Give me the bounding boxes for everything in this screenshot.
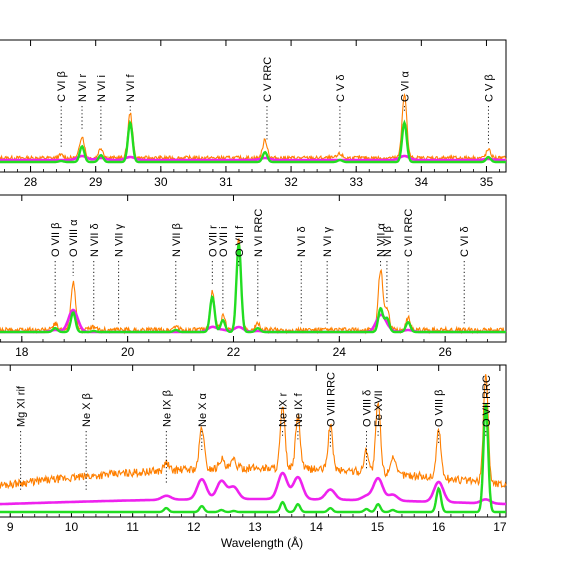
x-tick-label: 9	[7, 520, 14, 534]
x-tick-label: 31	[219, 175, 233, 189]
line-id-label: C V δ	[335, 74, 347, 102]
line-id-label: Ne X α	[197, 392, 209, 427]
line-id-label: N VII α	[376, 222, 388, 257]
panel-bottom: 9 10 11 12 13 14 15 16 17 Mg XI rif Ne X β Ne IX β N…	[0, 364, 507, 534]
line-id-label: C V β	[483, 74, 495, 102]
line-id-label: N VII β	[171, 223, 183, 257]
x-tick-label: 16	[432, 520, 446, 534]
line-id-label: N VI i	[96, 75, 108, 102]
x-tick-label: 18	[15, 345, 29, 359]
line-id-label: N VI r	[77, 74, 89, 102]
panel-frame	[0, 194, 507, 343]
model-magenta-line	[0, 471, 506, 506]
x-tick-label: 11	[126, 520, 139, 534]
data-spectrum-line	[0, 93, 507, 162]
x-tick-label: 28	[24, 175, 38, 189]
line-id-label: Mg XI rif	[16, 385, 28, 427]
line-id-label: N VI δ	[296, 226, 308, 257]
x-tick-label: 32	[284, 175, 298, 189]
line-id-label: O VIII RRC	[325, 372, 337, 427]
x-tick-label: 17	[493, 520, 507, 534]
panel-frame	[0, 364, 507, 518]
x-tick-label: 33	[350, 175, 364, 189]
x-tick-label: 29	[89, 175, 103, 189]
line-id-label: O VII i	[218, 226, 230, 257]
line-id-label: N VI RRC	[253, 209, 265, 257]
x-tick-label: 12	[187, 520, 201, 534]
line-id-label: C VI β	[56, 71, 68, 102]
line-id-label: O VII f	[234, 225, 246, 257]
line-id-label: O VII r	[207, 225, 219, 257]
x-tick-label: 24	[333, 345, 347, 359]
x-tick-label: 15	[371, 520, 385, 534]
line-id-label: Fe XVII	[373, 390, 385, 427]
panel-middle: 18 20 22 24 26 O VII β O VIII α N VII δ N VII γ N…	[0, 194, 507, 359]
line-id-label: O VIII δ	[361, 390, 373, 427]
model-green-line	[0, 404, 506, 514]
x-tick-label: 14	[310, 520, 324, 534]
line-id-label: N VI f	[125, 74, 137, 102]
line-id-label: O VII β	[50, 223, 62, 257]
panel-top: 28 29 30 31 32 33 34 35 C VI β N VI r N VI i N VI f…	[0, 39, 507, 189]
line-id-label: Ne X β	[81, 393, 93, 427]
line-id-label: C VI α	[399, 71, 411, 102]
x-tick-label: 10	[65, 520, 79, 534]
data-spectrum-line	[0, 374, 507, 490]
line-id-label: Ne IX β	[161, 390, 173, 427]
line-id-label: N VI β	[382, 226, 394, 257]
line-id-label: Ne IX r	[278, 392, 290, 427]
x-axis-title: Wavelength (Å)	[221, 535, 303, 550]
x-tick-label: 30	[154, 175, 168, 189]
line-id-label: O VIII β	[434, 389, 446, 427]
model-green-line	[0, 119, 506, 164]
x-tick-label: 34	[415, 175, 429, 189]
x-tick-label: 22	[227, 345, 241, 359]
x-tick-label: 13	[248, 520, 262, 534]
line-id-label: N VII γ	[114, 223, 126, 257]
x-tick-label: 35	[480, 175, 494, 189]
line-id-label: N VII δ	[89, 223, 101, 257]
line-id-label: C VI RRC	[403, 209, 415, 257]
line-id-label: O VIII α	[68, 219, 80, 257]
model-green-line	[0, 243, 506, 334]
model-magenta-line	[0, 154, 506, 162]
x-tick-label: 26	[438, 345, 452, 359]
line-id-label: Ne IX f	[293, 392, 305, 427]
line-id-label: O VII RRC	[481, 375, 493, 427]
line-id-label: C V RRC	[262, 57, 274, 102]
panel-frame	[0, 39, 507, 173]
line-id-label: C VI δ	[459, 226, 471, 257]
x-tick-label: 20	[121, 345, 135, 359]
line-id-label: N VI γ	[322, 227, 334, 257]
